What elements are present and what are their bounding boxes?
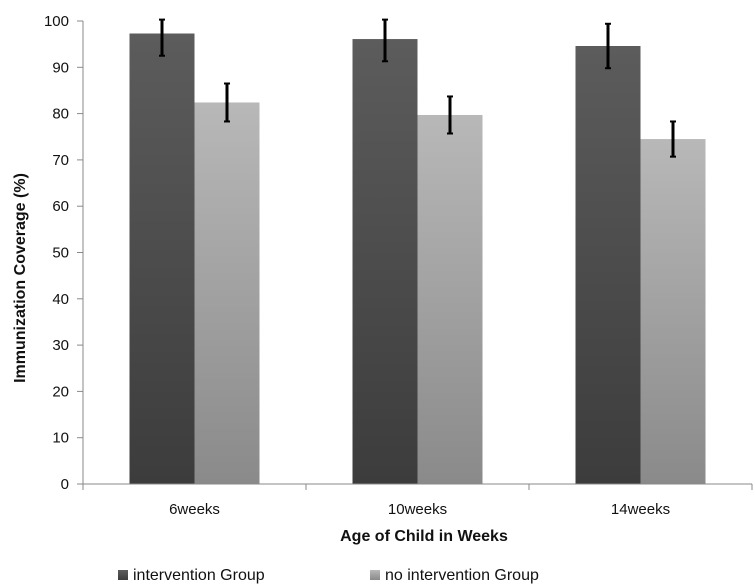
y-tick-label: 100 xyxy=(44,13,69,30)
y-tick-label: 80 xyxy=(52,106,69,123)
y-axis-title: Immunization Coverage (%) xyxy=(12,173,29,383)
error-bars xyxy=(159,18,676,158)
legend-item: intervention Group xyxy=(118,567,265,584)
bar-no-intervention-6weeks xyxy=(194,102,260,484)
bar-intervention-6weeks xyxy=(129,33,195,484)
error-bar xyxy=(605,22,611,70)
x-tick-label: 6weeks xyxy=(169,501,220,518)
y-tick-label: 60 xyxy=(52,198,69,215)
y-tick-label: 10 xyxy=(52,430,69,447)
error-bar xyxy=(382,18,388,63)
x-axis-title: Age of Child in Weeks xyxy=(340,528,508,545)
y-axis-ticks: 0 10 20 30 40 50 60 70 80 90 100 xyxy=(44,13,83,493)
bar-intervention-10weeks xyxy=(352,39,418,484)
x-tick-label: 10weeks xyxy=(388,501,447,518)
y-tick-label: 0 xyxy=(61,476,69,493)
y-tick-label: 20 xyxy=(52,383,69,400)
y-tick-label: 50 xyxy=(52,245,69,262)
y-tick-label: 70 xyxy=(52,152,69,169)
legend-item: no intervention Group xyxy=(370,567,539,584)
bar-no-intervention-10weeks xyxy=(417,114,483,484)
bars xyxy=(129,33,706,484)
legend-swatch xyxy=(118,570,128,580)
bar-no-intervention-14weeks xyxy=(640,139,706,484)
y-tick-label: 90 xyxy=(52,59,69,76)
error-bar xyxy=(159,18,165,57)
y-tick-label: 40 xyxy=(52,291,69,308)
x-tick-label: 14weeks xyxy=(611,501,670,518)
legend-swatch xyxy=(370,570,380,580)
y-tick-label: 30 xyxy=(52,337,69,354)
error-bar xyxy=(224,82,230,123)
error-bar xyxy=(670,120,676,158)
legend: intervention Group no intervention Group xyxy=(118,567,539,584)
x-axis-ticks: 6weeks 10weeks 14weeks xyxy=(82,484,753,518)
legend-label: intervention Group xyxy=(133,567,265,584)
legend-label: no intervention Group xyxy=(385,567,539,584)
axes xyxy=(82,21,752,485)
bar-intervention-14weeks xyxy=(575,46,641,484)
error-bar xyxy=(447,95,453,135)
